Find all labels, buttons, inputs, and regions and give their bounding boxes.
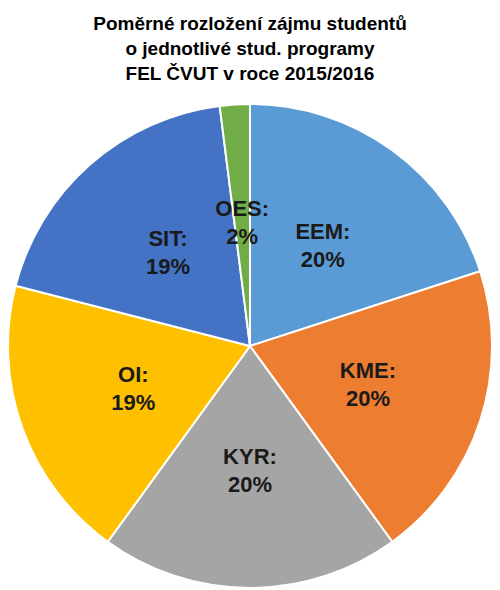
svg-text:OES:: OES: [215, 196, 269, 221]
svg-text:19%: 19% [111, 390, 155, 415]
svg-text:19%: 19% [146, 254, 190, 279]
svg-text:20%: 20% [228, 472, 272, 497]
svg-text:KME:: KME: [340, 358, 396, 383]
svg-text:OI:: OI: [118, 362, 149, 387]
svg-text:2%: 2% [226, 224, 258, 249]
svg-text:Poměrné rozložení zájmu studen: Poměrné rozložení zájmu studentů [93, 13, 407, 34]
svg-text:FEL ČVUT v roce 2015/2016: FEL ČVUT v roce 2015/2016 [126, 63, 375, 84]
svg-text:20%: 20% [301, 247, 345, 272]
svg-text:o jednotlivé stud. programy: o jednotlivé stud. programy [125, 38, 375, 59]
svg-text:EEM:: EEM: [295, 219, 350, 244]
svg-text:SIT:: SIT: [148, 226, 187, 251]
svg-text:20%: 20% [346, 386, 390, 411]
svg-text:KYR:: KYR: [223, 444, 277, 469]
